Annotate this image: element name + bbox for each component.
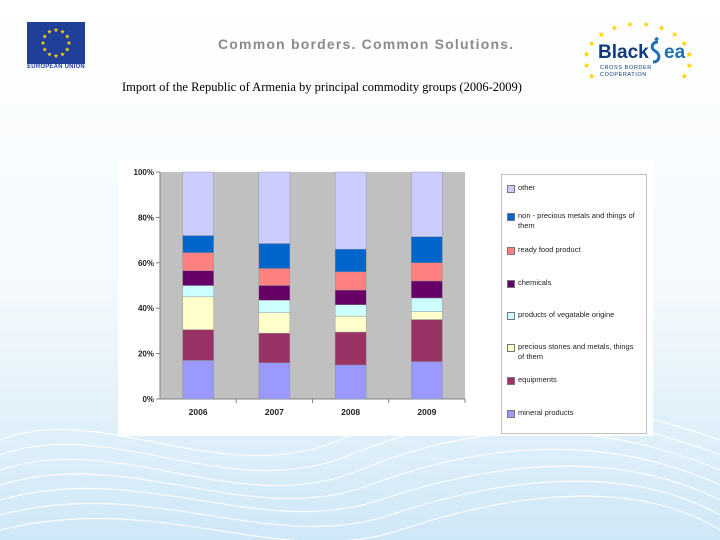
bar-segment xyxy=(411,280,443,299)
eu-star-icon xyxy=(66,40,72,45)
bs-star-icon xyxy=(671,31,678,38)
legend-label: non - precious metals and things of them xyxy=(518,211,635,230)
legend-swatch xyxy=(507,312,515,320)
bar-segment xyxy=(182,270,214,286)
bar-segment xyxy=(334,315,367,333)
y-tick-label: 60% xyxy=(138,259,154,268)
bar-segment xyxy=(334,248,367,273)
bar-segment xyxy=(258,312,291,334)
legend-swatch xyxy=(507,213,515,221)
bs-star-icon xyxy=(583,51,590,57)
bs-star-icon xyxy=(583,62,590,69)
legend-label: chemicals xyxy=(518,278,552,287)
bar-segment xyxy=(182,285,214,298)
bs-star-icon xyxy=(681,40,688,47)
bs-star-icon xyxy=(626,21,633,28)
bs-star-icon xyxy=(588,40,595,47)
bar-segment xyxy=(334,304,367,317)
bs-star-icon xyxy=(588,73,595,79)
bar-segment xyxy=(411,171,443,237)
tagline: Common borders. Common Solutions. xyxy=(218,36,515,52)
seahorse-icon xyxy=(650,36,661,64)
legend-label: products of vegatable origine xyxy=(518,310,615,319)
legend-swatch xyxy=(507,185,515,193)
eu-star-icon xyxy=(64,47,70,52)
legend-label: precious stones and metals, things of th… xyxy=(518,342,634,361)
eu-star-icon xyxy=(53,27,59,32)
bar-segment xyxy=(258,268,291,286)
bar-segment xyxy=(258,171,291,244)
bar-segment xyxy=(182,171,214,236)
bs-star-icon xyxy=(686,62,693,69)
bar-segment xyxy=(182,235,214,253)
star-ring-icon xyxy=(583,21,693,79)
bs-word-black: Black xyxy=(598,42,649,63)
bar-segment xyxy=(411,319,443,362)
eu-stars-icon xyxy=(40,27,72,58)
bar-segment xyxy=(411,262,443,282)
chart-legend: other non - precious metals and things of… xyxy=(501,174,647,434)
x-tick-label: 2009 xyxy=(417,407,436,417)
eu-star-icon xyxy=(47,51,52,57)
stacked-bar-chart: 0% 20% 40% 60% 80% 100% 2006 2007 2008 2009 xyxy=(134,168,466,417)
bs-star-icon xyxy=(643,21,650,28)
slide-title: Import of the Republic of Armenia by pri… xyxy=(122,80,522,94)
bar-segment xyxy=(258,362,291,400)
bar-segment xyxy=(334,331,367,366)
bar-segment xyxy=(182,296,214,330)
y-tick-label: 80% xyxy=(138,213,154,222)
bar-segment xyxy=(411,236,443,263)
bs-star-icon xyxy=(686,51,693,57)
legend-label: equipments xyxy=(518,375,557,384)
bar-segment xyxy=(182,329,214,361)
legend-swatch xyxy=(507,410,515,418)
bar-segment xyxy=(258,300,291,313)
y-tick-label: 20% xyxy=(138,350,154,359)
eu-label: EUROPEAN UNION xyxy=(27,64,85,70)
legend-label: other xyxy=(518,183,536,192)
eu-star-icon xyxy=(64,34,70,39)
y-tick-label: 100% xyxy=(134,168,154,177)
bs-sub-cross-border: CROSS BORDER xyxy=(600,65,652,71)
bs-star-icon xyxy=(611,24,618,31)
chart-panel: 0% 20% 40% 60% 80% 100% 2006 2007 2008 2009 other… xyxy=(118,160,653,436)
bar-segment xyxy=(258,332,291,363)
y-tick-label: 40% xyxy=(138,304,154,313)
bs-star-icon xyxy=(681,73,688,79)
legend-swatch xyxy=(507,280,515,288)
eu-star-icon xyxy=(60,29,65,34)
bar-segment xyxy=(411,297,443,312)
bar-segment xyxy=(411,361,443,400)
legend-swatch xyxy=(507,344,515,352)
eu-star-icon xyxy=(60,51,65,57)
bar-segment xyxy=(334,364,367,400)
bar-segment xyxy=(258,243,291,269)
black-sea-logo: Black ea CROSS BORDER COOPERATION xyxy=(578,18,698,102)
x-tick-label: 2007 xyxy=(265,407,284,417)
eu-flag-logo xyxy=(27,22,85,64)
eu-star-icon xyxy=(40,40,46,45)
bs-sub-cooperation: COOPERATION xyxy=(600,72,647,78)
bar-segment xyxy=(411,311,443,320)
bar-segment xyxy=(334,271,367,291)
bar-segment xyxy=(182,252,214,271)
legend-swatch xyxy=(507,377,515,385)
eu-star-icon xyxy=(47,29,52,34)
bs-star-icon xyxy=(598,31,605,38)
bar-segment xyxy=(258,285,291,301)
eu-star-icon xyxy=(42,34,48,39)
bar-segment xyxy=(334,171,367,250)
x-tick-label: 2006 xyxy=(189,407,208,417)
bs-star-icon xyxy=(658,24,665,31)
eu-star-icon xyxy=(42,47,48,52)
y-tick-label: 0% xyxy=(142,395,154,404)
legend-label: mineral products xyxy=(518,408,574,417)
bar-segment xyxy=(334,289,367,305)
legend-label: ready food product xyxy=(518,245,581,254)
x-tick-label: 2008 xyxy=(341,407,360,417)
bar-segment xyxy=(182,360,214,400)
legend-swatch xyxy=(507,247,515,255)
eu-star-icon xyxy=(53,53,59,58)
bs-word-ea: ea xyxy=(664,42,686,63)
